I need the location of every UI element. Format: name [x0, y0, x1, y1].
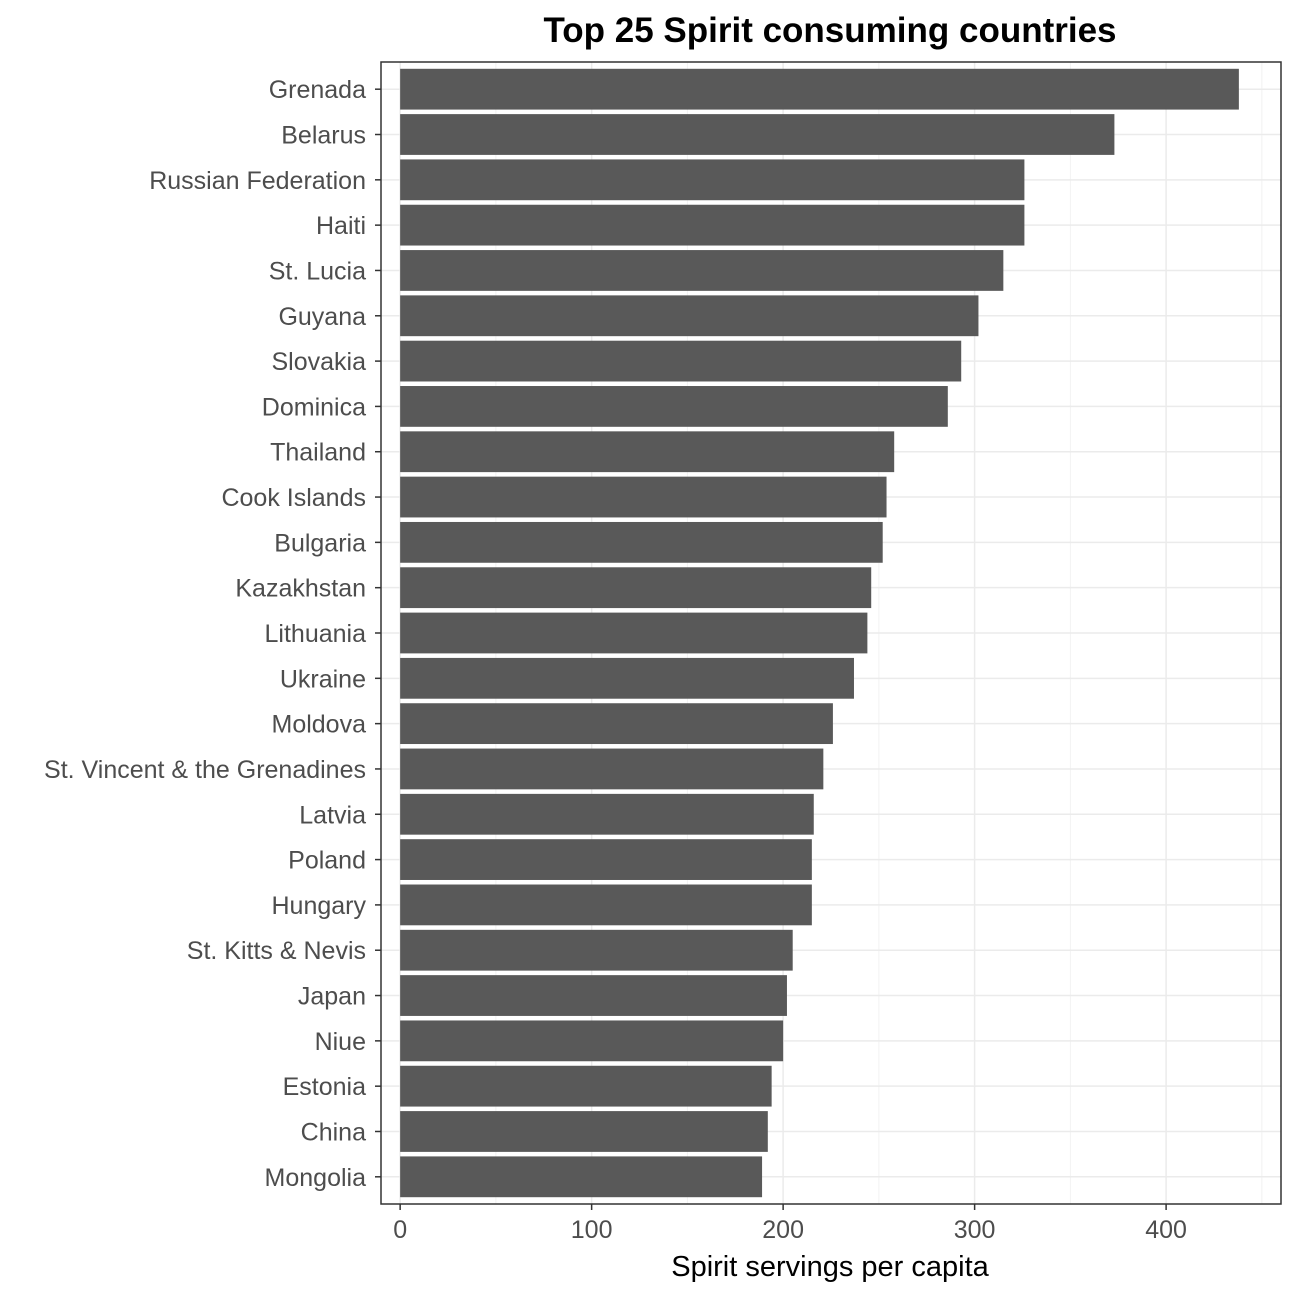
y-tick-label: Niue — [315, 1028, 366, 1056]
y-tick-label: Japan — [298, 983, 366, 1011]
bar-lithuania — [400, 612, 868, 654]
y-tick-label: Belarus — [281, 122, 366, 150]
bar-st-vincent-the-grenadines — [400, 748, 824, 790]
bar-bulgaria — [400, 521, 883, 563]
bar-guyana — [400, 295, 979, 337]
y-tick-label: Estonia — [283, 1073, 366, 1101]
bar-poland — [400, 839, 812, 880]
bar-thailand — [400, 431, 895, 473]
x-tick-label: 0 — [393, 1216, 407, 1244]
bar-ukraine — [400, 657, 854, 699]
bar-st-kitts-nevis — [400, 929, 793, 971]
bars — [400, 68, 1239, 1198]
x-tick-label: 300 — [954, 1216, 996, 1244]
y-tick-label: Cook Islands — [221, 484, 366, 512]
x-tick-label: 100 — [571, 1216, 613, 1244]
bar-hungary — [400, 884, 812, 926]
bar-kazakhstan — [400, 567, 872, 609]
y-tick-label: China — [301, 1118, 366, 1146]
bar-niue — [400, 1020, 784, 1062]
bar-slovakia — [400, 340, 962, 382]
bar-mongolia — [400, 1156, 763, 1198]
y-tick-label: St. Kitts & Nevis — [187, 937, 366, 965]
y-tick-label: St. Lucia — [269, 257, 366, 285]
y-tick-label: Thailand — [270, 439, 366, 467]
axes: Grenada Belarus Russian Federation Haiti St.… — [44, 76, 1187, 1244]
bar-st-lucia — [400, 250, 1004, 291]
y-tick-label: Moldova — [272, 711, 367, 739]
y-tick-label: Latvia — [299, 801, 366, 829]
chart-title: Top 25 Spirit consuming countries — [543, 11, 1116, 50]
bar-moldova — [400, 703, 833, 745]
y-tick-label: Mongolia — [265, 1164, 367, 1192]
y-tick-label: Guyana — [278, 303, 366, 331]
bar-dominica — [400, 386, 948, 427]
bar-estonia — [400, 1065, 772, 1107]
bar-cook-islands — [400, 476, 887, 518]
bar-belarus — [400, 114, 1115, 155]
bar-japan — [400, 975, 787, 1016]
y-tick-label: Lithuania — [265, 620, 367, 648]
bar-russian-federation — [400, 159, 1025, 201]
bar-latvia — [400, 793, 814, 835]
bar-haiti — [400, 204, 1025, 246]
y-tick-label: Slovakia — [272, 348, 367, 376]
y-tick-label: Haiti — [316, 212, 366, 240]
y-tick-label: Dominica — [262, 393, 366, 421]
x-axis-title: Spirit servings per capita — [671, 1251, 989, 1283]
bar-grenada — [400, 68, 1239, 110]
y-tick-label: Hungary — [272, 892, 367, 920]
bar-china — [400, 1111, 768, 1152]
y-tick-label: Grenada — [269, 76, 366, 104]
y-tick-label: Poland — [288, 847, 366, 875]
y-tick-label: Bulgaria — [274, 529, 366, 557]
x-tick-label: 400 — [1145, 1216, 1187, 1244]
y-tick-label: Russian Federation — [149, 167, 366, 195]
y-tick-label: Ukraine — [280, 665, 366, 693]
x-tick-label: 200 — [762, 1216, 804, 1244]
y-tick-label: Kazakhstan — [235, 575, 366, 603]
y-tick-label: St. Vincent & the Grenadines — [44, 756, 366, 784]
